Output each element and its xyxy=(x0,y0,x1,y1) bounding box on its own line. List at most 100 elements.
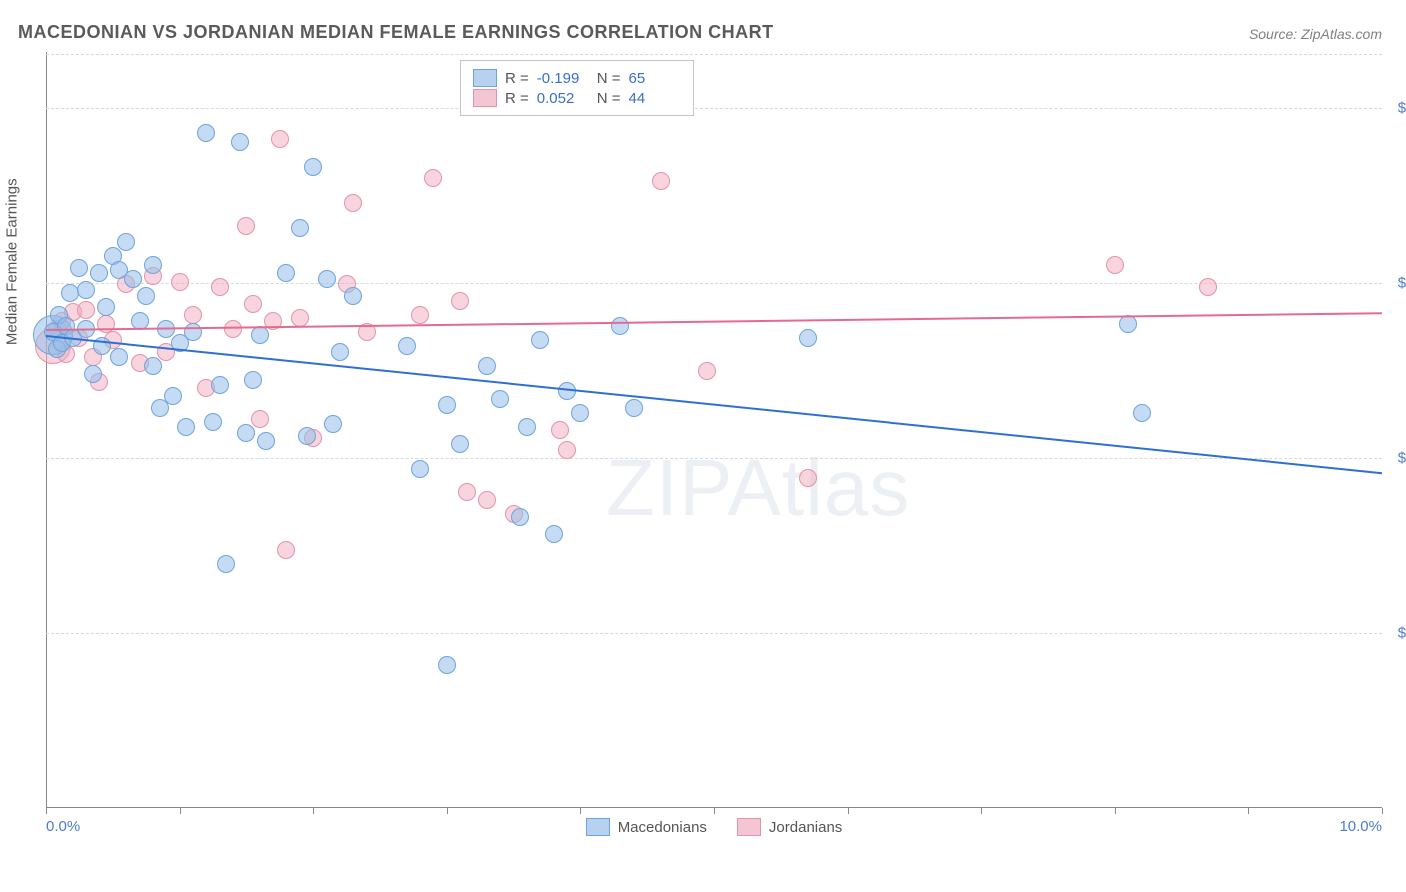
y-axis-title: Median Female Earnings xyxy=(4,178,21,345)
data-point xyxy=(237,217,255,235)
data-point xyxy=(411,460,429,478)
data-point xyxy=(244,295,262,313)
x-tick xyxy=(981,808,982,814)
data-point xyxy=(184,323,202,341)
data-point xyxy=(511,508,529,526)
x-tick xyxy=(848,808,849,814)
data-point xyxy=(398,337,416,355)
data-point xyxy=(277,264,295,282)
gridline xyxy=(46,283,1382,284)
data-point xyxy=(451,292,469,310)
gridline xyxy=(46,633,1382,634)
data-point xyxy=(799,329,817,347)
data-point xyxy=(211,376,229,394)
legend-stat-row: R = -0.199 N = 65 xyxy=(473,69,681,87)
y-tick-label: $22,500 xyxy=(1392,625,1406,642)
data-point xyxy=(551,421,569,439)
data-point xyxy=(90,264,108,282)
data-point xyxy=(277,541,295,559)
gridline xyxy=(46,54,1382,55)
data-point xyxy=(458,483,476,501)
legend-label: Jordanians xyxy=(769,819,842,836)
source-attribution: Source: ZipAtlas.com xyxy=(1249,26,1382,42)
data-point xyxy=(204,413,222,431)
data-point xyxy=(344,287,362,305)
watermark: ZIPAtlas xyxy=(606,442,910,534)
data-point xyxy=(164,387,182,405)
data-point xyxy=(491,390,509,408)
legend-swatch xyxy=(473,89,497,107)
data-point xyxy=(518,418,536,436)
data-point xyxy=(77,301,95,319)
x-tick xyxy=(46,808,47,814)
chart-title: MACEDONIAN VS JORDANIAN MEDIAN FEMALE EA… xyxy=(18,22,774,43)
data-point xyxy=(324,415,342,433)
data-point xyxy=(97,298,115,316)
legend-r-value: -0.199 xyxy=(537,70,589,87)
data-point xyxy=(1199,278,1217,296)
plot-area: ZIPAtlas $22,500$35,000$47,500$60,000 xyxy=(46,52,1382,808)
data-point xyxy=(251,410,269,428)
data-point xyxy=(257,432,275,450)
data-point xyxy=(558,441,576,459)
x-tick xyxy=(1248,808,1249,814)
legend-label: Macedonians xyxy=(618,819,707,836)
data-point xyxy=(271,130,289,148)
gridline xyxy=(46,108,1382,109)
data-point xyxy=(318,270,336,288)
data-point xyxy=(117,233,135,251)
y-tick-label: $47,500 xyxy=(1392,275,1406,292)
data-point xyxy=(799,469,817,487)
data-point xyxy=(424,169,442,187)
data-point xyxy=(61,284,79,302)
data-point xyxy=(478,491,496,509)
data-point xyxy=(171,273,189,291)
data-point xyxy=(177,418,195,436)
legend-swatch xyxy=(737,818,761,836)
data-point xyxy=(231,133,249,151)
legend-r-label: R = xyxy=(505,70,529,87)
data-point xyxy=(237,424,255,442)
legend-n-value: 65 xyxy=(629,70,681,87)
data-point xyxy=(698,362,716,380)
legend-n-label: N = xyxy=(597,70,621,87)
data-point xyxy=(251,326,269,344)
data-point xyxy=(211,278,229,296)
data-point xyxy=(344,194,362,212)
data-point xyxy=(611,317,629,335)
data-point xyxy=(331,343,349,361)
x-tick xyxy=(313,808,314,814)
data-point xyxy=(571,404,589,422)
data-point xyxy=(652,172,670,190)
trend-line xyxy=(46,312,1382,331)
data-point xyxy=(84,365,102,383)
data-point xyxy=(545,525,563,543)
data-point xyxy=(184,306,202,324)
legend-r-value: 0.052 xyxy=(537,90,589,107)
data-point xyxy=(438,656,456,674)
data-point xyxy=(291,309,309,327)
legend-r-label: R = xyxy=(505,90,529,107)
data-point xyxy=(197,124,215,142)
legend-swatch xyxy=(586,818,610,836)
data-point xyxy=(224,320,242,338)
data-point xyxy=(244,371,262,389)
data-point xyxy=(1106,256,1124,274)
data-point xyxy=(438,396,456,414)
legend-stats-box: R =-0.199N =65R =0.052N =44 xyxy=(460,60,694,116)
legend-stat-row: R =0.052N =44 xyxy=(473,89,681,107)
data-point xyxy=(110,348,128,366)
legend-bottom: Macedonians Jordanians xyxy=(46,818,1382,836)
data-point xyxy=(77,281,95,299)
data-point xyxy=(124,270,142,288)
y-tick-label: $35,000 xyxy=(1392,450,1406,467)
gridline xyxy=(46,458,1382,459)
data-point xyxy=(70,259,88,277)
data-point xyxy=(531,331,549,349)
data-point xyxy=(291,219,309,237)
legend-n-value: 44 xyxy=(629,90,681,107)
legend-item: Jordanians xyxy=(737,818,842,836)
x-tick xyxy=(1382,808,1383,814)
x-tick xyxy=(580,808,581,814)
legend-item: Macedonians xyxy=(586,818,707,836)
